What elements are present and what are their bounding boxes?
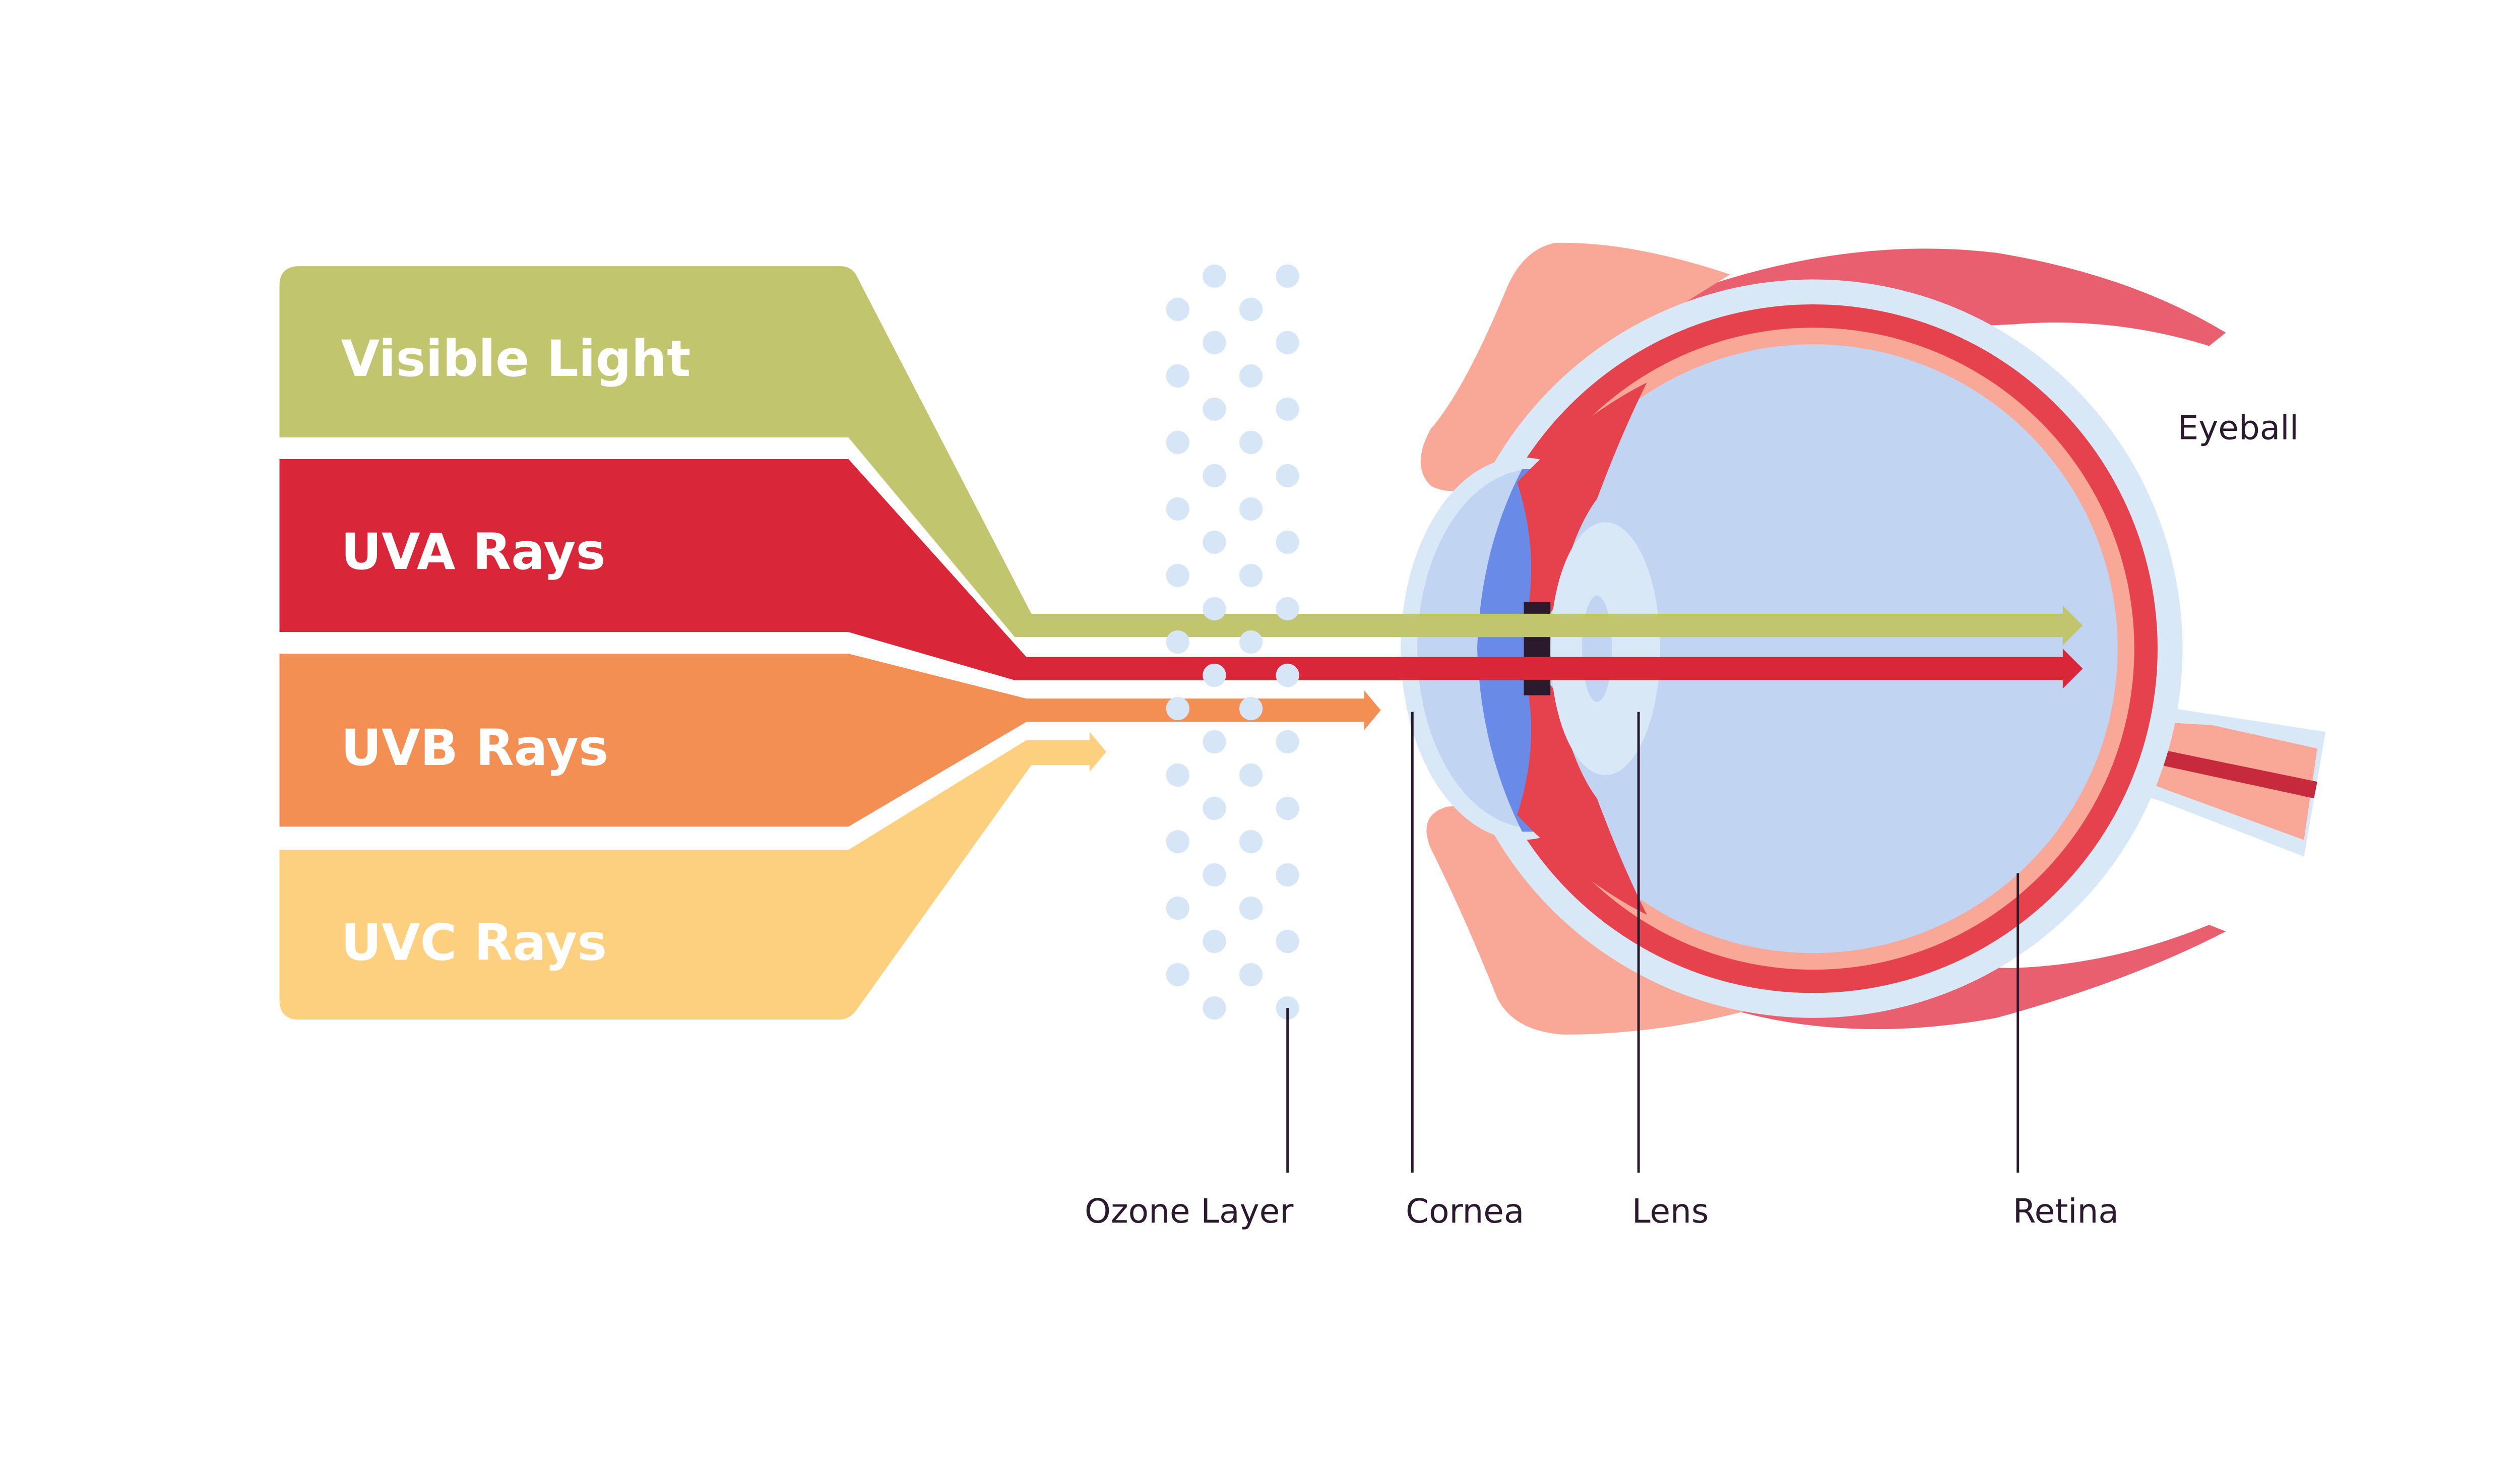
- ozone-dot: [1203, 663, 1226, 687]
- label-lens: Lens: [1632, 1192, 1709, 1231]
- ozone-dot: [1239, 630, 1263, 654]
- ozone-dot: [1276, 264, 1299, 288]
- ozone-dot: [1239, 829, 1263, 854]
- label-cornea: Cornea: [1406, 1192, 1524, 1231]
- ozone-dot: [1203, 464, 1226, 488]
- band-label-uvb: UVB Rays: [341, 719, 608, 777]
- ozone-dot: [1276, 796, 1299, 820]
- ozone-dot: [1276, 397, 1299, 421]
- ozone-dot: [1203, 996, 1226, 1020]
- ozone-dot: [1166, 364, 1189, 388]
- ozone-dot: [1203, 397, 1226, 421]
- ozone-dot: [1239, 497, 1263, 521]
- ozone-dot: [1166, 896, 1189, 920]
- ozone-dot: [1239, 696, 1263, 721]
- vitreous-body: [1508, 344, 2118, 953]
- ozone-layer-dots: [1166, 264, 1299, 1020]
- visible-light-band: [279, 266, 2083, 646]
- iris: [1477, 469, 1539, 832]
- ozone-dot: [1276, 597, 1299, 621]
- ozone-dot: [1166, 696, 1189, 721]
- uvc-band: [279, 732, 1106, 1020]
- band-label-uvc: UVC Rays: [341, 914, 607, 972]
- ciliary-body-lower: [1517, 679, 1647, 915]
- ozone-dot: [1276, 929, 1299, 953]
- leader-lines: [1286, 712, 2020, 1173]
- label-ozone-layer: Ozone Layer: [1085, 1192, 1294, 1231]
- ozone-dot: [1166, 763, 1189, 787]
- uvb-band: [279, 654, 1381, 827]
- ozone-dot: [1276, 530, 1299, 554]
- ozone-dot: [1239, 297, 1263, 321]
- visible-light-ray: [1397, 605, 2083, 646]
- ozone-dot: [1203, 331, 1226, 355]
- ozone-dot: [1166, 829, 1189, 854]
- ozone-dot: [1166, 630, 1189, 654]
- ozone-dot: [1276, 663, 1299, 687]
- ozone-dot: [1203, 597, 1226, 621]
- ozone-dot: [1239, 563, 1263, 588]
- ozone-dot: [1203, 730, 1226, 754]
- lens-nucleus: [1582, 595, 1612, 702]
- ozone-dot: [1166, 430, 1189, 455]
- ozone-dot: [1203, 929, 1226, 953]
- ozone-dot: [1276, 331, 1299, 355]
- ozone-dot: [1166, 563, 1189, 588]
- ozone-dot: [1203, 530, 1226, 554]
- ozone-dot: [1276, 863, 1299, 887]
- ozone-dot: [1203, 264, 1226, 288]
- ozone-dot: [1203, 796, 1226, 820]
- label-retina: Retina: [2013, 1192, 2119, 1231]
- ozone-dot: [1166, 497, 1189, 521]
- ozone-dot: [1239, 963, 1263, 987]
- ozone-dot: [1239, 896, 1263, 920]
- ozone-dot: [1239, 430, 1263, 455]
- ozone-dot: [1166, 297, 1189, 321]
- eye-illustration: [1401, 242, 2326, 1035]
- ozone-dot: [1239, 763, 1263, 787]
- ozone-dot: [1203, 863, 1226, 887]
- uva-ray: [1397, 649, 2083, 689]
- ciliary-body-upper: [1517, 382, 1647, 620]
- band-label-uva: UVA Rays: [341, 523, 606, 581]
- uva-band: [279, 459, 2083, 689]
- ozone-dot: [1239, 364, 1263, 388]
- ozone-dot: [1276, 464, 1299, 488]
- ozone-dot: [1276, 730, 1299, 754]
- ozone-dot: [1166, 963, 1189, 987]
- band-label-visible-light: Visible Light: [341, 330, 691, 388]
- label-eyeball: Eyeball: [2178, 408, 2299, 447]
